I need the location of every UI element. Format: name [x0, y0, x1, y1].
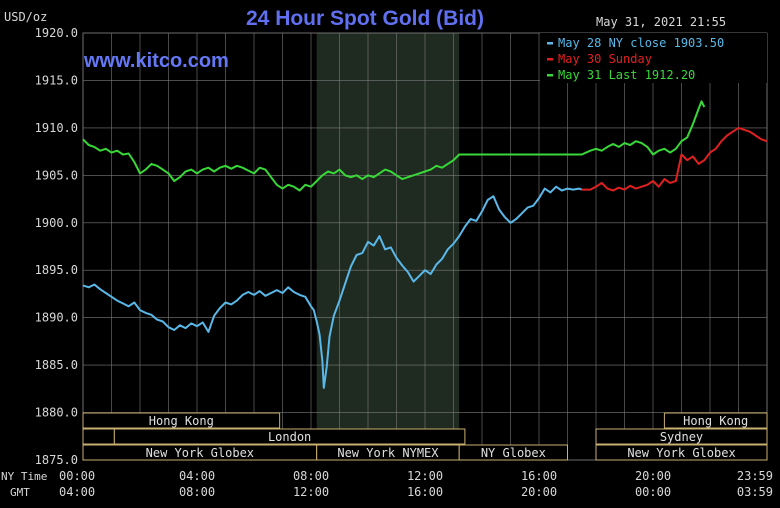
x-tick-label-gmt: 16:00: [407, 485, 443, 499]
y-tick-label: 1895.0: [35, 263, 78, 277]
legend-swatch: [547, 74, 553, 77]
x-tick-label-ny: 00:00: [59, 469, 95, 483]
x-tick-label-ny: 23:59: [737, 469, 773, 483]
session-bar: [82, 412, 281, 429]
session-label: Hong Kong: [149, 414, 214, 428]
legend-entry: May 31 Last 1912.20: [558, 68, 695, 82]
legend-swatch: [547, 42, 553, 45]
x-tick-label-ny: 12:00: [407, 469, 443, 483]
session-bar: [595, 444, 768, 461]
x-tick-label-ny: 16:00: [521, 469, 557, 483]
y-tick-label: 1885.0: [35, 358, 78, 372]
legend-box: [540, 33, 767, 83]
session-bar: [595, 428, 768, 445]
x-tick-label-ny: 20:00: [635, 469, 671, 483]
x-tick-label-gmt: 03:59: [737, 485, 773, 499]
x-tick-label-gmt: 12:00: [293, 485, 329, 499]
legend-entry: May 28 NY close 1903.50: [558, 36, 724, 50]
x-axis-gmt-label: GMT: [10, 486, 30, 499]
chart-title: 24 Hour Spot Gold (Bid): [246, 7, 484, 30]
x-tick-label-gmt: 08:00: [179, 485, 215, 499]
session-label: Sydney: [660, 430, 703, 444]
y-tick-label: 1915.0: [35, 73, 78, 87]
x-tick-label-gmt: 20:00: [521, 485, 557, 499]
timestamp: May 31, 2021 21:55: [596, 15, 726, 29]
session-label: Hong Kong: [683, 414, 748, 428]
x-tick-label-ny: 04:00: [179, 469, 215, 483]
y-tick-label: 1880.0: [35, 406, 78, 420]
session-bar: [113, 428, 466, 445]
series-line-3: [82, 100, 706, 192]
y-axis-unit: USD/oz: [4, 10, 47, 24]
y-tick-label: 1875.0: [35, 453, 78, 467]
y-tick-label: 1920.0: [35, 26, 78, 40]
series-line-2: [581, 126, 768, 192]
legend-entry: May 30 Sunday: [558, 52, 652, 66]
session-label: New York NYMEX: [337, 446, 439, 460]
legend: May 28 NY close 1903.50 May 30 Sunday May …: [540, 33, 767, 83]
x-tick-labels: 00:00 04:00 04:00 08:00 08:00 12:00 12:00 16:00…: [59, 469, 773, 499]
session-bar: [82, 428, 115, 445]
x-tick-label-gmt: 00:00: [635, 485, 671, 499]
x-axis-ny-label: NY Time: [1, 470, 47, 483]
session-label: New York Globex: [627, 446, 735, 460]
watermark: www.kitco.com: [83, 50, 229, 72]
nymex-shaded-region: [316, 33, 460, 460]
x-tick-label-ny: 08:00: [293, 469, 329, 483]
series-line-1: [82, 185, 583, 389]
x-tick-label-gmt: 04:00: [59, 485, 95, 499]
y-tick-label: 1900.0: [35, 216, 78, 230]
session-label: London: [268, 430, 311, 444]
legend-swatch: [547, 58, 553, 61]
y-tick-labels: 1920.0 1915.0 1910.0 1905.0 1900.0 1895.0 1890…: [35, 26, 78, 467]
y-tick-label: 1910.0: [35, 121, 78, 135]
session-bars: Hong Kong Hong Kong London Sydney New York G…: [82, 412, 768, 461]
y-tick-label: 1905.0: [35, 168, 78, 182]
session-label: New York Globex: [146, 446, 254, 460]
session-label: NY Globex: [481, 446, 546, 460]
session-bar: [663, 412, 768, 429]
session-bar: [458, 444, 569, 461]
series-lines: [82, 100, 768, 389]
y-tick-label: 1890.0: [35, 311, 78, 325]
